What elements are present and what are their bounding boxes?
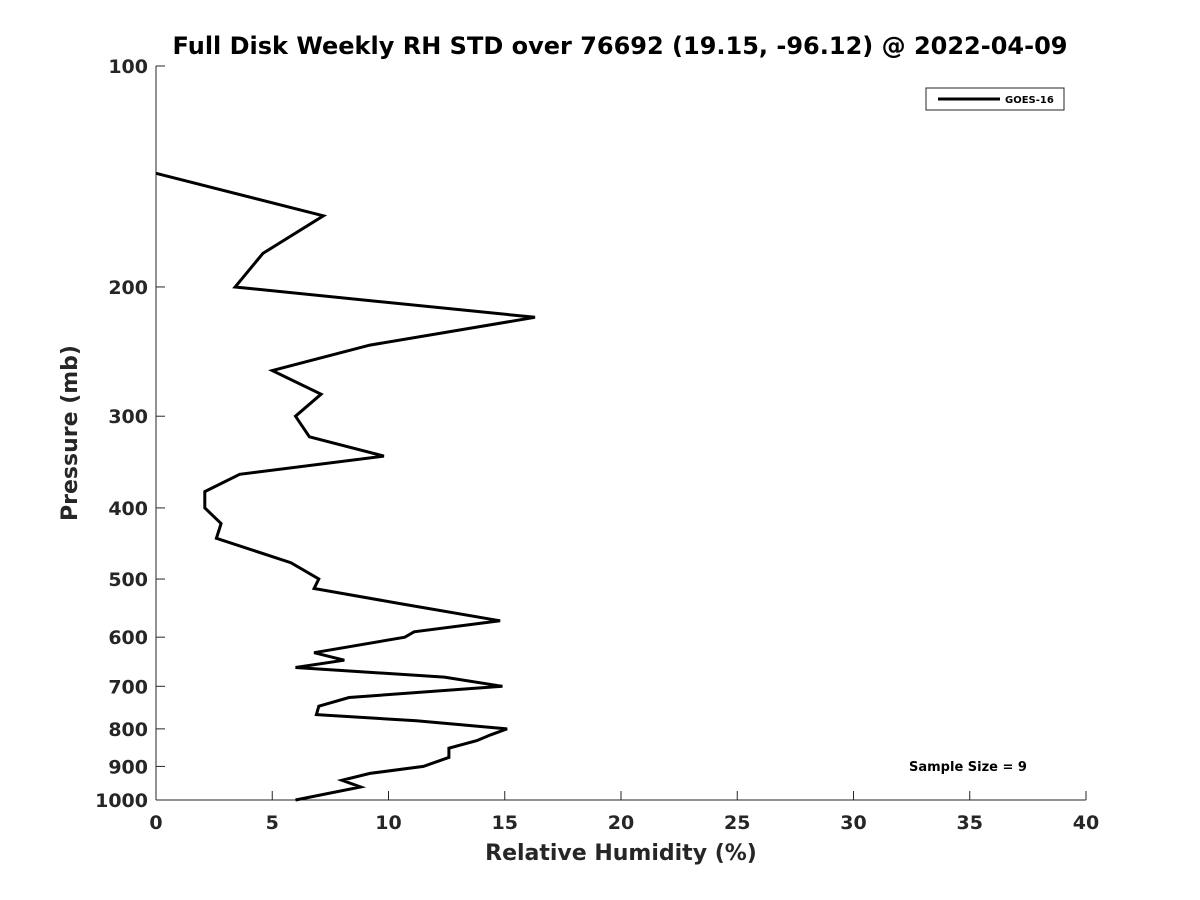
x-axis-ticks: 0 5 10 15 20 25 30 35 40 <box>149 791 1099 834</box>
x-tick-label: 10 <box>375 812 401 834</box>
y-axis-label: Pressure (mb) <box>58 345 83 521</box>
y-tick-label: 200 <box>108 277 148 299</box>
x-tick-label: 35 <box>957 812 983 834</box>
x-tick-label: 5 <box>266 812 279 834</box>
y-tick-label: 800 <box>108 719 148 741</box>
y-axis-ticks: 100 200 300 400 500 600 700 800 900 1000 <box>95 56 165 812</box>
y-tick-label: 100 <box>108 56 148 78</box>
x-tick-label: 20 <box>608 812 634 834</box>
y-tick-label: 900 <box>108 756 148 778</box>
y-tick-label: 500 <box>108 569 148 591</box>
sample-size-annotation: Sample Size = 9 <box>909 760 1027 775</box>
y-tick-label: 400 <box>108 498 148 520</box>
chart-title: Full Disk Weekly RH STD over 76692 (19.1… <box>173 32 1068 60</box>
x-tick-label: 0 <box>149 812 162 834</box>
y-tick-label: 700 <box>108 676 148 698</box>
x-axis-label: Relative Humidity (%) <box>485 841 757 866</box>
x-tick-label: 25 <box>724 812 750 834</box>
legend: GOES-16 <box>925 87 1065 111</box>
x-tick-label: 40 <box>1073 812 1099 834</box>
y-tick-label: 300 <box>108 406 148 428</box>
x-tick-label: 30 <box>840 812 866 834</box>
series-line-goes-16 <box>155 171 536 802</box>
y-tick-label: 1000 <box>95 790 148 812</box>
series-layer <box>155 171 536 802</box>
legend-label-goes-16: GOES-16 <box>1005 95 1054 106</box>
y-tick-label: 600 <box>108 627 148 649</box>
plot-area <box>156 66 1086 800</box>
x-tick-label: 15 <box>492 812 518 834</box>
